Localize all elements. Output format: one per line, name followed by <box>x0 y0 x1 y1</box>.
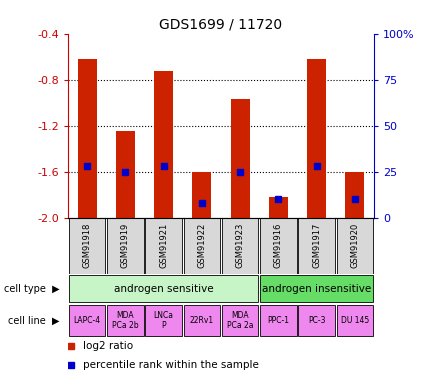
Text: LAPC-4: LAPC-4 <box>74 316 101 325</box>
Text: PPC-1: PPC-1 <box>267 316 289 325</box>
Text: GSM91919: GSM91919 <box>121 223 130 268</box>
Bar <box>69 217 105 274</box>
Bar <box>184 305 220 336</box>
Bar <box>337 217 373 274</box>
Bar <box>260 217 297 274</box>
Bar <box>298 305 335 336</box>
Bar <box>69 305 105 336</box>
Bar <box>145 305 182 336</box>
Text: DU 145: DU 145 <box>341 316 369 325</box>
Text: androgen insensitive: androgen insensitive <box>262 284 371 294</box>
Bar <box>77 59 96 217</box>
Bar <box>269 197 288 217</box>
Text: GSM91921: GSM91921 <box>159 223 168 268</box>
Text: cell line  ▶: cell line ▶ <box>8 316 60 326</box>
Text: MDA
PCa 2b: MDA PCa 2b <box>112 311 139 330</box>
Text: GSM91916: GSM91916 <box>274 223 283 268</box>
Text: percentile rank within the sample: percentile rank within the sample <box>83 360 259 369</box>
Bar <box>298 217 335 274</box>
Text: cell type  ▶: cell type ▶ <box>4 284 60 294</box>
Bar <box>260 305 297 336</box>
Bar <box>192 172 211 217</box>
Text: GSM91923: GSM91923 <box>235 223 245 268</box>
Text: GSM91922: GSM91922 <box>197 223 207 268</box>
Bar <box>307 59 326 217</box>
Bar <box>345 172 364 217</box>
Title: GDS1699 / 11720: GDS1699 / 11720 <box>159 17 283 31</box>
Text: LNCa
P: LNCa P <box>153 311 174 330</box>
Text: androgen sensitive: androgen sensitive <box>114 284 213 294</box>
Text: log2 ratio: log2 ratio <box>83 341 133 351</box>
Bar <box>154 70 173 217</box>
Text: 22Rv1: 22Rv1 <box>190 316 214 325</box>
Bar <box>222 217 258 274</box>
Text: GSM91920: GSM91920 <box>350 223 360 268</box>
Bar <box>107 305 144 336</box>
Bar <box>145 217 182 274</box>
Text: PC-3: PC-3 <box>308 316 326 325</box>
Bar <box>260 275 373 302</box>
Bar <box>222 305 258 336</box>
Bar <box>107 217 144 274</box>
Bar <box>230 99 249 218</box>
Bar <box>337 305 373 336</box>
Bar <box>184 217 220 274</box>
Text: GSM91918: GSM91918 <box>82 223 92 268</box>
Bar <box>69 275 258 302</box>
Text: MDA
PCa 2a: MDA PCa 2a <box>227 311 253 330</box>
Text: GSM91917: GSM91917 <box>312 223 321 268</box>
Bar <box>116 131 135 218</box>
